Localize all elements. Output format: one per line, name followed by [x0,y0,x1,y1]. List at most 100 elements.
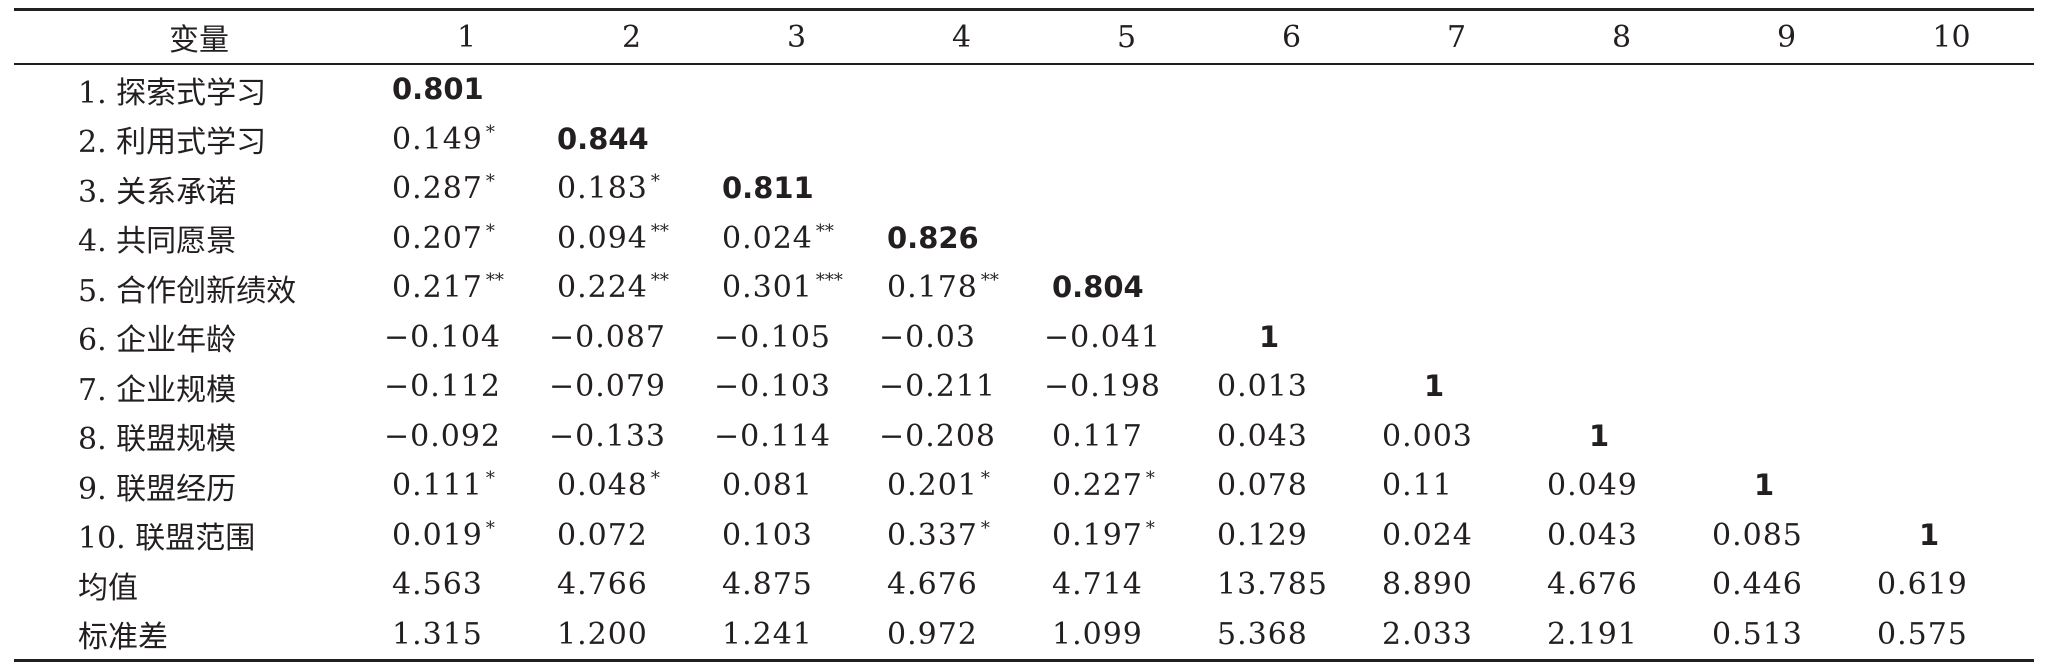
table-cell: 0.197 * [1044,511,1209,561]
correlation-table-container: 变量 1 2 3 4 5 6 7 8 9 10 1. 探索式学习 0.801 2. 利用式学习 0.14… [14,8,2034,662]
empty-cell [1869,263,2034,313]
table-cell: −0.198 [1044,362,1209,412]
empty-cell [714,64,879,115]
table-cell: 0.049 [1539,461,1704,511]
significance-marker: ** [650,220,669,242]
cell-value: 0.094 [557,220,648,256]
table-cell: 4.714 [1044,560,1209,610]
table-cell: 0.043 [1209,412,1374,462]
empty-cell [1704,412,1869,462]
empty-cell [1539,362,1704,412]
table-cell: 0.085 [1704,511,1869,561]
row-label: 4. 共同愿景 [78,224,237,260]
significance-marker: * [650,171,660,193]
table-cell: −0.112 [384,362,549,412]
cell-value: 2.191 [1547,616,1638,652]
header-col-8: 8 [1611,19,1632,55]
table-cell: 0.129 [1209,511,1374,561]
cell-value: 4.676 [887,567,978,603]
table-cell: 0.103 [714,511,879,561]
cell-value: −0.211 [879,369,997,405]
cell-value: 0.024 [722,220,813,256]
table-cell: 1.241 [714,610,879,661]
table-row: 3. 关系承诺 0.287 * 0.183 * 0.811 [14,164,2034,214]
significance-marker: *** [815,270,843,292]
cell-value: 0.048 [557,468,648,504]
cell-value: 0.111 [392,468,483,504]
significance-marker: * [980,468,990,490]
table-row: 8. 联盟规模 −0.092 −0.133 −0.114 −0.208 0.117 0.04… [14,412,2034,462]
table-cell: −0.104 [384,313,549,363]
table-row: 9. 联盟经历 0.111 * 0.048 * 0.081 0.201 * 0.227 * 0.07… [14,461,2034,511]
cell-value: 0.049 [1547,468,1638,504]
row-label: 2. 利用式学习 [78,125,267,161]
cell-value: 1 [1259,319,1280,354]
header-col-6: 6 [1281,19,1302,55]
table-cell: 0.301 *** [714,263,879,313]
cell-value: −0.087 [549,319,667,355]
cell-value: 0.013 [1217,369,1308,405]
cell-value: −0.03 [879,319,976,355]
table-cell: 0.227 * [1044,461,1209,511]
table-cell: 0.201 * [879,461,1044,511]
cell-value: 0.197 [1052,517,1143,553]
empty-cell [1539,164,1704,214]
cell-value: 0.844 [557,121,649,156]
significance-marker: ** [650,270,669,292]
table-cell: −0.211 [879,362,1044,412]
table-cell: −0.087 [549,313,714,363]
cell-value: 0.337 [887,517,978,553]
table-cell: 4.676 [1539,560,1704,610]
table-cell: 0.446 [1704,560,1869,610]
cell-value: 0.11 [1382,468,1453,504]
table-cell: 0.804 [1044,263,1209,313]
cell-value: 0.183 [557,171,648,207]
empty-cell [1869,64,2034,115]
empty-cell [1869,214,2034,264]
empty-cell [1704,313,1869,363]
table-cell: −0.092 [384,412,549,462]
table-cell: 0.013 [1209,362,1374,412]
cell-value: 1.200 [557,616,648,652]
cell-value: 0.224 [557,270,648,306]
empty-cell [1044,214,1209,264]
cell-value: 0.301 [722,270,813,306]
cell-value: 4.875 [722,567,813,603]
empty-cell [1044,115,1209,165]
cell-value: 2.033 [1382,616,1473,652]
table-row: 标准差 1.315 1.200 1.241 0.972 1.099 5.368 2.033 2.… [14,610,2034,661]
row-label: 7. 企业规模 [78,372,237,408]
header-col-10: 10 [1932,19,1971,55]
empty-cell [1044,64,1209,115]
table-cell: 0.811 [714,164,879,214]
empty-cell [1539,64,1704,115]
table-cell: 5.368 [1209,610,1374,661]
row-label: 标准差 [78,620,168,656]
table-cell: 1 [1539,412,1704,462]
table-row: 5. 合作创新绩效 0.217 ** 0.224 ** 0.301 *** 0.178 ** 0.… [14,263,2034,313]
cell-value: 0.024 [1382,517,1473,553]
empty-cell [1869,115,2034,165]
empty-cell [1209,263,1374,313]
table-cell: 0.224 ** [549,263,714,313]
row-label: 9. 联盟经历 [78,471,237,507]
cell-value: 0.149 [392,121,483,157]
table-row: 6. 企业年龄 −0.104 −0.087 −0.105 −0.03 −0.041 1 [14,313,2034,363]
cell-value: 0.043 [1217,418,1308,454]
row-label: 6. 企业年龄 [78,323,237,359]
cell-value: 1.315 [392,616,483,652]
table-cell: 0.513 [1704,610,1869,661]
empty-cell [1869,164,2034,214]
significance-marker: ** [815,220,834,242]
table-cell: −0.114 [714,412,879,462]
cell-value: 0.575 [1877,616,1968,652]
row-label: 8. 联盟规模 [78,422,237,458]
empty-cell [1539,214,1704,264]
empty-cell [1209,164,1374,214]
table-cell: −0.103 [714,362,879,412]
cell-value: 0.619 [1877,567,1968,603]
cell-value: 0.043 [1547,517,1638,553]
table-cell: 0.072 [549,511,714,561]
table-cell: 0.619 [1869,560,2034,610]
table-cell: 0.337 * [879,511,1044,561]
